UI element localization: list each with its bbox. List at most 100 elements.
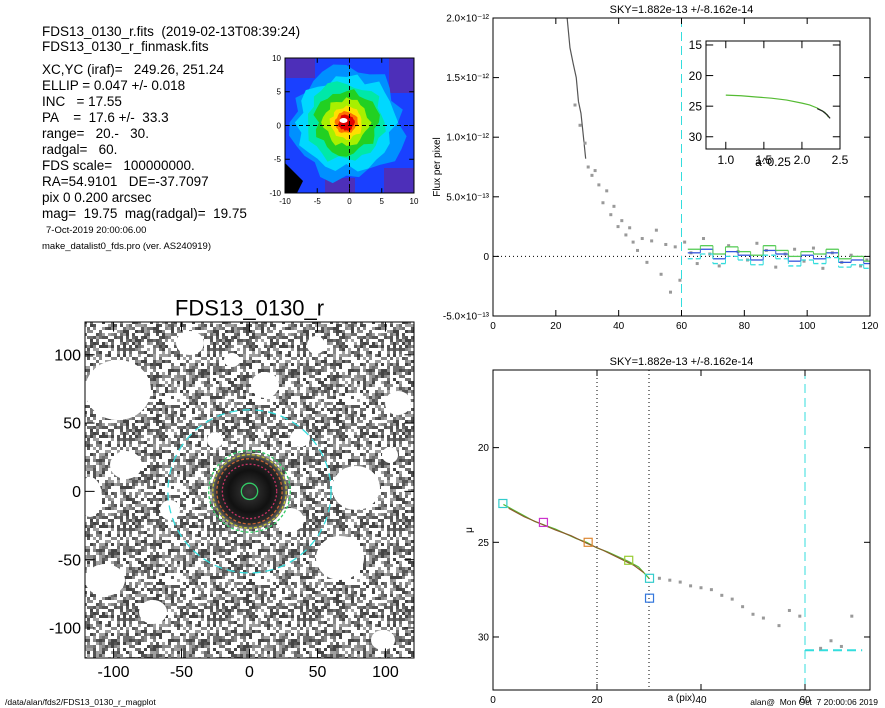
- data-point: [609, 213, 613, 217]
- mask-region: [276, 508, 304, 532]
- y-tick-label: -5.0×10⁻¹³: [443, 312, 490, 323]
- aperture: [208, 449, 291, 533]
- data-point: [664, 242, 668, 246]
- marker: [644, 573, 655, 583]
- x-tick-label: 2.0: [794, 153, 811, 167]
- data-point: [631, 240, 635, 244]
- y-axis-label: Flux per pixel: [432, 137, 443, 196]
- x-tick-label: 50: [309, 664, 327, 681]
- info-block: FDS13_0130_r.fits (2019-02-13T08:39:24) …: [42, 24, 300, 252]
- y-tick-label: -10: [269, 189, 281, 198]
- panel: -100 -50 0 50 100 -100 -50 0 50 100 FDS13_0130_r: [49, 296, 415, 681]
- mask-region: [385, 391, 411, 415]
- info-line: pix 0 0.200 arcsec: [42, 190, 152, 205]
- plot-area: [493, 370, 870, 690]
- profile-line: [508, 507, 645, 574]
- data-point: [678, 580, 682, 584]
- data-point: [730, 597, 734, 601]
- x-tick-label: 40: [695, 695, 707, 706]
- data-point: [751, 612, 755, 616]
- x-tick-label: 20: [591, 695, 603, 706]
- chart-title: FDS13_0130_r: [175, 296, 324, 321]
- data-point: [821, 266, 825, 270]
- heatmap-peak: [339, 118, 348, 123]
- y-tick-label: 2.0×10⁻¹²: [446, 14, 489, 25]
- info-line: FDS13_0130_r_finmask.fits: [42, 39, 209, 54]
- data-point: [683, 240, 687, 244]
- info-line: INC = 17.55: [42, 94, 122, 109]
- y-tick-label: 25: [689, 99, 703, 113]
- info-line: PA = 17.6 +/- 33.3: [42, 110, 169, 125]
- x-tick-label: 120: [862, 321, 879, 332]
- data-point: [709, 588, 713, 592]
- x-tick-label: -5: [314, 197, 322, 206]
- marker: [583, 537, 593, 547]
- data-point: [689, 584, 693, 588]
- data-point: [695, 262, 699, 266]
- data-point: [850, 614, 854, 618]
- footer-path: /data/alan/fds2/FDS13_0130_r_magplot: [5, 697, 156, 707]
- x-tick-label: -50: [170, 664, 193, 681]
- data-point: [774, 265, 778, 269]
- data-point: [654, 228, 658, 232]
- marker: [498, 498, 508, 509]
- data-point: [720, 593, 724, 597]
- chart-title: SKY=1.882e-13 +/-8.162e-14: [610, 356, 754, 368]
- x-tick-label: -10: [279, 197, 291, 206]
- mask-region: [176, 331, 204, 355]
- data-point: [849, 253, 853, 257]
- data-point: [755, 241, 759, 245]
- data-point: [597, 183, 601, 187]
- y-tick-label: 0: [277, 121, 282, 130]
- plot-area: [706, 41, 840, 149]
- profile-line: [566, 18, 587, 159]
- y-axis-label: μ: [464, 527, 475, 533]
- y-tick-label: 50: [63, 416, 81, 433]
- data-point: [645, 260, 649, 264]
- data-point: [586, 165, 590, 169]
- y-tick-label: 5.0×10⁻¹³: [446, 192, 489, 203]
- info-date: 7-Oct-2019 20:00:06.00: [46, 225, 146, 236]
- profile-line: [816, 108, 831, 119]
- panel: 1.0 1.5 2.0 2.5 15 20 25 30 a^0.25: [689, 38, 849, 169]
- footer-user: alan@ Mon Oct 7 20:00:06 2019: [750, 697, 878, 707]
- x-tick-label: 5: [380, 197, 385, 206]
- y-tick-label: 15: [689, 38, 703, 52]
- y-tick-label: -100: [49, 621, 81, 638]
- mask-region: [110, 451, 142, 479]
- data-point: [620, 219, 624, 223]
- aperture: [216, 458, 283, 525]
- plot-frame: [492, 369, 871, 691]
- data-point: [659, 272, 663, 276]
- data-point: [668, 578, 672, 582]
- heatmap-edge: [389, 58, 414, 93]
- mask-region: [307, 336, 325, 354]
- x-tick-label: 0: [490, 695, 496, 706]
- data-point: [802, 259, 806, 263]
- plot-background: [493, 370, 870, 690]
- info-line: XC,YC (iraf)= 249.26, 251.24: [42, 62, 224, 77]
- y-tick-label: 10: [272, 54, 281, 63]
- x-tick-label: 40: [613, 321, 625, 332]
- data-point: [605, 189, 609, 193]
- data-point: [650, 239, 654, 243]
- marker: [624, 555, 634, 565]
- x-tick-label: 2.5: [832, 153, 849, 167]
- mask-region: [316, 536, 364, 580]
- mask-region: [251, 372, 279, 398]
- info-line: range= 20.- 30.: [42, 126, 149, 141]
- data-point: [811, 246, 815, 250]
- data-point: [701, 237, 705, 241]
- x-tick-label: 0: [245, 664, 254, 681]
- aperture: [221, 463, 278, 520]
- heatmap-corner: [285, 163, 303, 193]
- x-tick-label: 80: [739, 321, 751, 332]
- x-tick-label: 100: [799, 321, 816, 332]
- mask-region: [85, 477, 102, 517]
- data-point: [829, 639, 833, 643]
- x-tick-label: 60: [676, 321, 688, 332]
- data-point: [819, 646, 823, 650]
- y-tick-label: 30: [478, 632, 490, 643]
- x-tick-label: 0: [347, 197, 352, 206]
